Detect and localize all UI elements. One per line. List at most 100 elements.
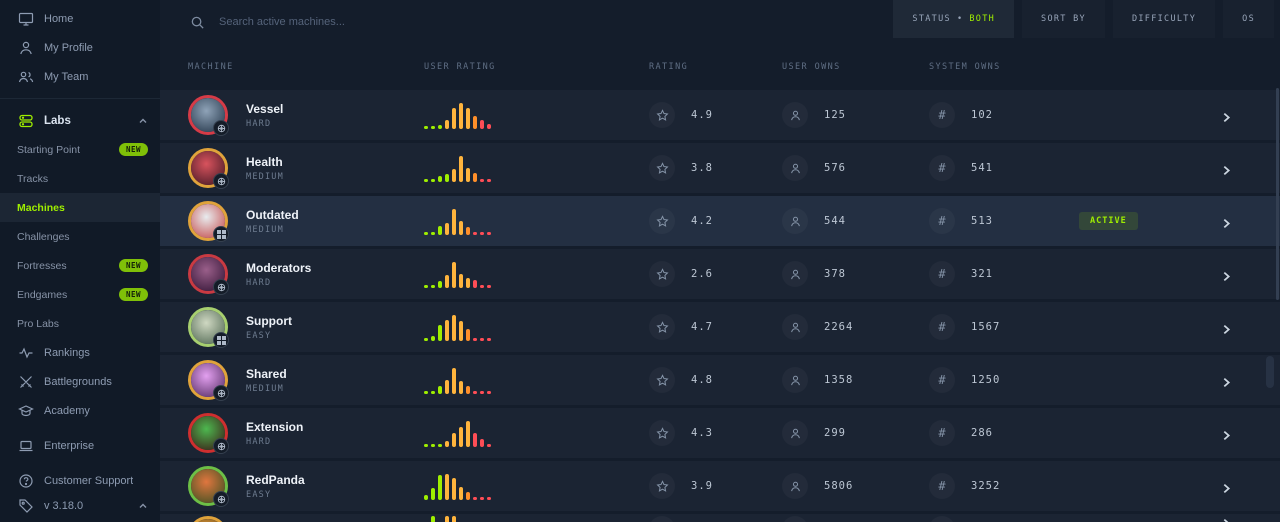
machine-row[interactable]: RedPanda EASY 3.9 5806 # 3252 xyxy=(160,461,1280,511)
sidebar-item-challenges[interactable]: Challenges xyxy=(0,222,160,251)
rating-bar xyxy=(459,427,463,447)
filter-bar: STATUS • BOTH SORT BY DIFFICULTY OS xyxy=(893,0,1280,38)
sidebar-item-enterprise[interactable]: Enterprise xyxy=(0,431,160,460)
user-icon xyxy=(782,473,808,499)
hash-icon: # xyxy=(929,261,955,287)
col-header-user-owns: USER OWNS xyxy=(782,62,841,72)
sidebar-item-battlegrounds[interactable]: Battlegrounds xyxy=(0,367,160,396)
user-owns-value: 5806 xyxy=(824,480,854,492)
sidebar-item-customer-support[interactable]: Customer Support xyxy=(0,466,160,495)
user-icon xyxy=(18,40,34,56)
machine-row[interactable]: # xyxy=(160,514,1280,522)
star-icon xyxy=(649,367,675,393)
chevron-right-icon[interactable] xyxy=(1221,269,1232,281)
os-badge-icon xyxy=(213,491,229,507)
sidebar-item-labs[interactable]: Labs xyxy=(0,106,160,135)
sort-by-button[interactable]: SORT BY xyxy=(1022,0,1105,38)
sidebar-item-endgames[interactable]: Endgames NEW xyxy=(0,280,160,309)
user-rating-histogram xyxy=(424,101,649,129)
difficulty-filter-button[interactable]: DIFFICULTY xyxy=(1112,0,1216,38)
sidebar-item-pro-labs[interactable]: Pro Labs xyxy=(0,309,160,338)
sidebar-item-label: Endgames xyxy=(17,288,68,301)
machine-name: RedPanda xyxy=(246,472,305,487)
machine-difficulty: MEDIUM xyxy=(246,171,284,182)
system-owns-value: 1250 xyxy=(971,374,1001,386)
sidebar-item-my-team[interactable]: My Team xyxy=(0,62,160,91)
rating-bar xyxy=(466,227,470,235)
status-filter-button[interactable]: STATUS • BOTH xyxy=(893,0,1015,38)
chevron-up-icon[interactable] xyxy=(138,501,148,511)
machine-difficulty: HARD xyxy=(246,118,272,129)
machine-name: Outdated xyxy=(246,207,299,222)
sidebar-divider xyxy=(0,98,160,99)
os-filter-button[interactable]: OS xyxy=(1223,0,1274,38)
rating-value: 4.3 xyxy=(691,427,713,439)
machine-avatar xyxy=(188,254,229,295)
star-icon xyxy=(649,208,675,234)
user-icon xyxy=(782,367,808,393)
sidebar-item-home[interactable]: Home xyxy=(0,4,160,33)
sidebar-version[interactable]: v 3.18.0 xyxy=(0,490,160,522)
search-input[interactable] xyxy=(219,16,519,28)
chevron-right-icon[interactable] xyxy=(1221,428,1232,440)
scrollbar-thumb[interactable] xyxy=(1276,88,1279,300)
sidebar-item-my-profile[interactable]: My Profile xyxy=(0,33,160,62)
chevron-right-icon[interactable] xyxy=(1221,163,1232,175)
machine-row[interactable]: Health MEDIUM 3.8 576 # 541 xyxy=(160,143,1280,193)
user-owns-value: 576 xyxy=(824,162,846,174)
chevron-right-icon[interactable] xyxy=(1221,216,1232,228)
rating-bar xyxy=(487,124,491,129)
main-content: STATUS • BOTH SORT BY DIFFICULTY OS MACH… xyxy=(160,0,1280,522)
rating-bar xyxy=(424,232,428,235)
rating-bar xyxy=(452,478,456,500)
chevron-right-icon[interactable] xyxy=(1221,516,1232,522)
rating-bar xyxy=(438,281,442,288)
sidebar-item-machines[interactable]: Machines xyxy=(0,193,160,222)
machine-avatar xyxy=(188,360,229,401)
user-icon xyxy=(782,314,808,340)
chevron-right-icon[interactable] xyxy=(1221,322,1232,334)
machine-row[interactable]: Outdated MEDIUM 4.2 544 # 513 ACTIVE xyxy=(160,196,1280,246)
rating-bar xyxy=(452,368,456,394)
search-bar[interactable] xyxy=(160,15,893,30)
sidebar-item-label: My Team xyxy=(44,70,89,83)
rating-bar xyxy=(445,223,449,235)
machine-row[interactable]: Shared MEDIUM 4.8 1358 # 1250 xyxy=(160,355,1280,405)
chevron-up-icon[interactable] xyxy=(138,116,148,126)
machine-name: Shared xyxy=(246,366,287,381)
machine-row[interactable]: Moderators HARD 2.6 378 # 321 xyxy=(160,249,1280,299)
sidebar-item-label: Tracks xyxy=(17,172,49,185)
rating-bar xyxy=(452,315,456,341)
system-owns-value: 541 xyxy=(971,162,993,174)
machine-row[interactable]: Support EASY 4.7 2264 # 1567 xyxy=(160,302,1280,352)
user-rating-histogram xyxy=(424,472,649,500)
chevron-right-icon[interactable] xyxy=(1221,375,1232,387)
hash-icon: # xyxy=(929,473,955,499)
new-badge: NEW xyxy=(118,288,148,301)
rating-bar xyxy=(480,285,484,288)
rating-bar xyxy=(438,125,442,129)
status-badge: ACTIVE xyxy=(1079,212,1138,230)
sidebar-item-rankings[interactable]: Rankings xyxy=(0,338,160,367)
rating-bar xyxy=(424,126,428,129)
rating-bar xyxy=(459,274,463,288)
rating-bar xyxy=(480,391,484,394)
rating-bar xyxy=(480,120,484,129)
sidebar-item-tracks[interactable]: Tracks xyxy=(0,164,160,193)
rating-bar xyxy=(480,439,484,447)
machine-row[interactable]: Vessel HARD 4.9 125 # 102 xyxy=(160,90,1280,140)
rating-bar xyxy=(459,487,463,500)
scroll-indicator[interactable] xyxy=(1266,356,1274,388)
col-header-machine: MACHINE xyxy=(188,62,234,72)
rating-bar xyxy=(466,386,470,394)
rating-value: 4.9 xyxy=(691,109,713,121)
machine-row[interactable]: Extension HARD 4.3 299 # 286 xyxy=(160,408,1280,458)
sidebar-item-fortresses[interactable]: Fortresses NEW xyxy=(0,251,160,280)
rating-bar xyxy=(431,516,435,522)
os-badge-icon xyxy=(213,279,229,295)
sidebar-item-starting-point[interactable]: Starting Point NEW xyxy=(0,135,160,164)
chevron-right-icon[interactable] xyxy=(1221,110,1232,122)
sidebar-item-academy[interactable]: Academy xyxy=(0,396,160,425)
rating-bar xyxy=(438,226,442,235)
chevron-right-icon[interactable] xyxy=(1221,481,1232,493)
